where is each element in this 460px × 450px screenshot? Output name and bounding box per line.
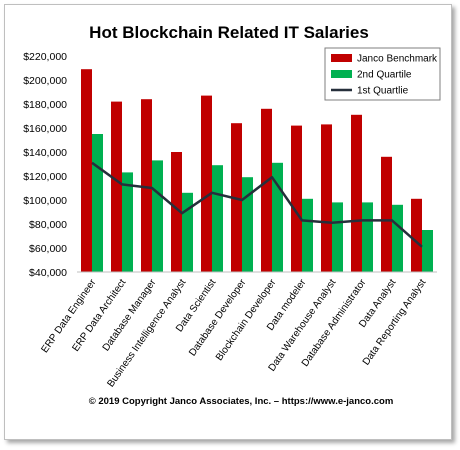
x-tick-label: Database Developer (187, 277, 249, 359)
y-tick-label: $40,000 (29, 267, 67, 279)
bar-benchmark (291, 125, 302, 272)
bar-2nd-quartile (272, 162, 283, 272)
bar-2nd-quartile (212, 165, 223, 272)
bar-benchmark (111, 101, 122, 272)
bar-2nd-quartile (362, 202, 373, 272)
y-tick-label: $60,000 (29, 243, 67, 255)
bar-2nd-quartile (122, 172, 133, 272)
bar-benchmark (381, 156, 392, 272)
legend-label: 1st Quartlie (357, 86, 409, 97)
y-axis: $40,000 $60,000 $80,000 $100,000 $120,000 $14… (23, 51, 67, 279)
y-tick-label: $140,000 (23, 147, 67, 159)
x-tick-label: Database Manager (101, 277, 159, 354)
bar-benchmark (141, 99, 152, 272)
bar-benchmark (201, 95, 212, 272)
bar-benchmark (261, 108, 272, 272)
legend-label: Janco Benchmark (357, 54, 438, 65)
quartile-line (91, 161, 423, 248)
x-tick-label: ERP Data Engineer (39, 277, 98, 355)
legend: Janco Benchmark 2nd Quartile 1st Quartlie (324, 47, 441, 101)
bar-2nd-quartile (392, 204, 403, 272)
bar-benchmark (81, 69, 92, 272)
y-tick-label: $100,000 (23, 195, 67, 207)
y-tick-label: $120,000 (23, 171, 67, 183)
bars (81, 69, 433, 273)
y-tick-label: $220,000 (23, 51, 67, 63)
line-1st-quartile (91, 161, 423, 248)
x-tick-label: ERP Data Architect (70, 277, 128, 353)
bar-2nd-quartile (182, 192, 193, 272)
bar-2nd-quartile (422, 230, 433, 272)
y-tick-label: $80,000 (29, 219, 67, 231)
y-tick-label: $180,000 (23, 99, 67, 111)
bar-benchmark (411, 198, 422, 272)
legend-label: 2nd Quartile (357, 70, 412, 81)
chart-title: Hot Blockchain Related IT Salaries (89, 23, 369, 42)
bar-2nd-quartile (92, 134, 103, 272)
y-tick-label: $200,000 (23, 75, 67, 87)
bar-2nd-quartile (332, 202, 343, 272)
chart-footer: © 2019 Copyright Janco Associates, Inc. … (89, 396, 394, 407)
bar-2nd-quartile (302, 198, 313, 272)
bar-2nd-quartile (242, 177, 253, 272)
bar-benchmark (171, 152, 182, 272)
legend-swatch (331, 70, 352, 78)
bar-benchmark (321, 124, 332, 273)
y-tick-label: $160,000 (23, 123, 67, 135)
legend-swatch (331, 54, 352, 62)
bar-benchmark (351, 114, 362, 272)
bar-2nd-quartile (152, 160, 163, 272)
